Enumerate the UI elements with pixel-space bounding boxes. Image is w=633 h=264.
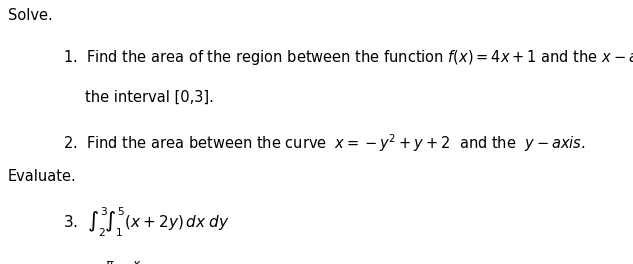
Text: Solve.: Solve. — [8, 8, 53, 23]
Text: 2.  Find the area between the curve  $x = -y^{2}+y+2$  and the  $y-axis$.: 2. Find the area between the curve $x = … — [63, 132, 586, 154]
Text: 4.  $\int_{-\frac{\pi}{2}}^{\pi}\!\int_{0}^{x}\sin(4x - y)\,dy\;dx$: 4. $\int_{-\frac{\pi}{2}}^{\pi}\!\int_{0… — [63, 259, 284, 264]
Text: Evaluate.: Evaluate. — [8, 169, 77, 184]
Text: 1.  Find the area of the region between the function $f(x) = 4x + 1$ and the $x-: 1. Find the area of the region between t… — [63, 48, 633, 67]
Text: the interval [0,3].: the interval [0,3]. — [85, 90, 215, 105]
Text: 3.  $\int_{2}^{3}\!\int_{1}^{5}(x + 2y)\,dx\;dy$: 3. $\int_{2}^{3}\!\int_{1}^{5}(x + 2y)\,… — [63, 206, 230, 239]
